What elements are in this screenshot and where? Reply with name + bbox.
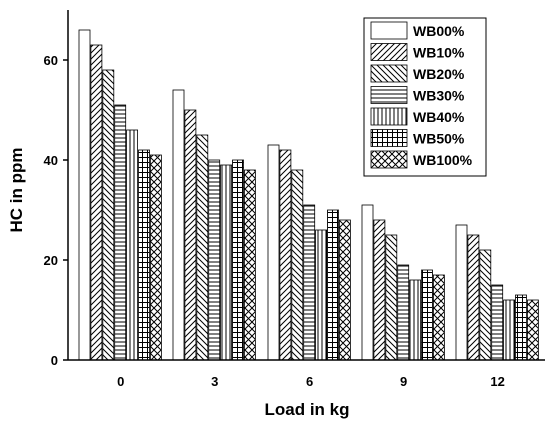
- y-tick-label: 60: [44, 53, 58, 68]
- bar-wb20pct-load-0: [102, 69, 115, 361]
- legend-swatch: [370, 86, 408, 104]
- legend-swatch: [370, 21, 408, 40]
- legend-label: WB40%: [413, 109, 465, 125]
- bar-wb40pct-load-0: [126, 129, 138, 361]
- bar-wb00pct-load-6: [267, 144, 280, 361]
- x-ticks: 0 3 6 9 12: [117, 374, 505, 389]
- bar-wb50pct-load-9: [421, 269, 433, 361]
- bar-wb30pct-load-9: [397, 264, 410, 361]
- bar-wb100pct-load-3: [243, 169, 256, 361]
- legend-label: WB20%: [413, 66, 465, 82]
- bar-wb30pct-load-3: [208, 159, 221, 361]
- legend: WB00% WB10% WB20% WB30% WB40% WB50% WB100%: [363, 17, 487, 177]
- legend-swatch: [370, 107, 408, 126]
- legend-label: WB100%: [413, 152, 473, 168]
- y-tick-label: 20: [44, 253, 58, 268]
- bar-wb20pct-load-3: [196, 134, 209, 361]
- y-ticks: 0 20 40 60: [44, 53, 68, 368]
- legend-swatch: [370, 150, 408, 169]
- bar-wb30pct-load-0: [114, 104, 127, 361]
- x-tick-label: 12: [490, 374, 504, 389]
- x-axis-title: Load in kg: [265, 400, 350, 419]
- bar-wb50pct-load-6: [327, 209, 339, 361]
- bar-wb20pct-load-6: [291, 169, 304, 361]
- bar-wb10pct-load-12: [467, 234, 480, 361]
- bar-wb50pct-load-12: [515, 294, 527, 361]
- x-tick-label: 6: [306, 374, 313, 389]
- bar-wb40pct-load-3: [220, 164, 233, 361]
- bar-wb10pct-load-0: [90, 44, 103, 361]
- bar-wb20pct-load-12: [479, 249, 492, 361]
- x-tick-label: 3: [211, 374, 218, 389]
- legend-swatch: [370, 64, 408, 83]
- x-tick-label: 0: [117, 374, 124, 389]
- axes-layer: [67, 10, 545, 361]
- legend-label: WB30%: [413, 88, 465, 104]
- bar-wb30pct-load-6: [303, 204, 316, 361]
- bar-wb40pct-load-6: [315, 229, 328, 361]
- legend-label: WB10%: [413, 45, 465, 61]
- bar-wb00pct-load-0: [78, 29, 91, 361]
- legend-label: WB50%: [413, 131, 465, 147]
- bar-wb40pct-load-12: [503, 299, 516, 361]
- legend-swatch: [370, 43, 408, 61]
- bar-wb00pct-load-12: [455, 224, 468, 361]
- bar-wb00pct-load-9: [361, 204, 374, 361]
- y-tick-label: 40: [44, 153, 58, 168]
- y-axis-title: HC in ppm: [7, 148, 26, 233]
- y-tick-label: 0: [51, 353, 58, 368]
- bar-wb100pct-load-12: [527, 299, 539, 361]
- bar-wb10pct-load-9: [373, 219, 386, 361]
- bar-wb100pct-load-6: [338, 219, 351, 361]
- legend-label: WB00%: [413, 23, 465, 39]
- x-tick-label: 9: [400, 374, 407, 389]
- bar-wb10pct-load-3: [184, 109, 197, 361]
- bar-wb10pct-load-6: [279, 149, 292, 361]
- bar-wb40pct-load-9: [409, 279, 422, 361]
- bar-wb100pct-load-9: [432, 274, 445, 361]
- bar-wb50pct-load-3: [232, 159, 244, 361]
- bars-layer: [78, 29, 539, 361]
- legend-swatch: [370, 129, 408, 147]
- bar-wb00pct-load-3: [172, 89, 185, 361]
- bar-wb20pct-load-9: [385, 234, 398, 361]
- bar-wb50pct-load-0: [138, 149, 150, 361]
- bar-wb30pct-load-12: [491, 284, 504, 361]
- bar-wb100pct-load-0: [149, 154, 162, 361]
